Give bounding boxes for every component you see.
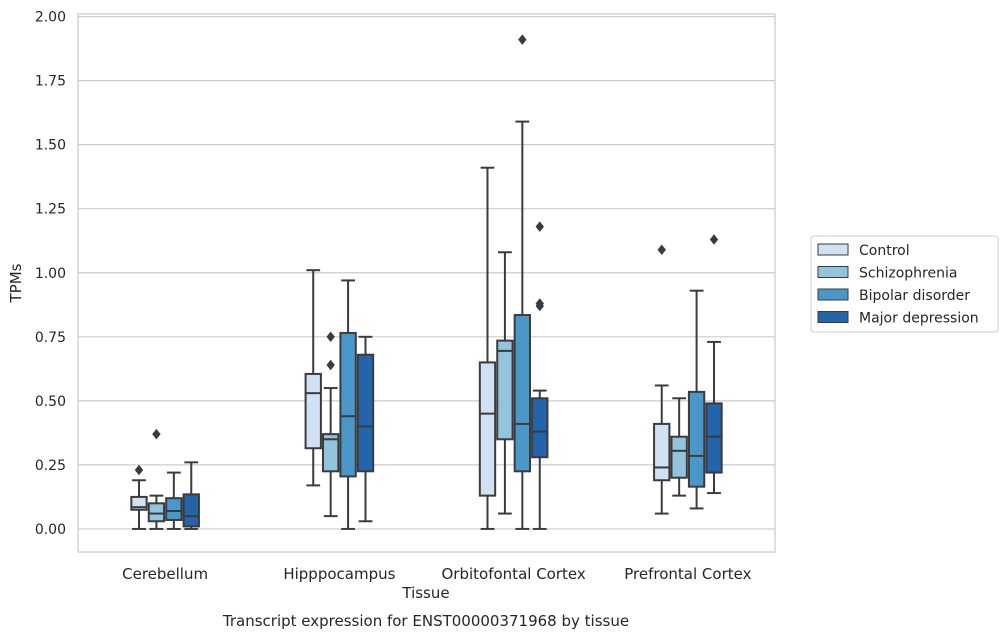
iqr-box [147, 502, 166, 523]
iqr-box [496, 339, 514, 441]
legend-label: Bipolar disorder [859, 288, 970, 304]
legend-swatch [817, 288, 849, 301]
y-gridlines [78, 15, 775, 530]
box-2-2 [513, 34, 532, 530]
outlier-point [535, 298, 544, 309]
box-0-2 [165, 471, 183, 530]
x-tick-label: Orbitofontal Cortex [442, 565, 586, 583]
legend-label: Schizophrenia [859, 266, 957, 282]
y-axis-label: TPMs [7, 263, 25, 303]
iqr-box [478, 361, 497, 497]
outlier-point [326, 331, 335, 343]
legend-frame [810, 235, 999, 333]
box-0-0 [130, 464, 148, 530]
box-0-1 [147, 428, 166, 530]
legend: Control Schizophrenia Bipolar disorder Majo… [810, 235, 999, 333]
iqr-box [165, 497, 183, 521]
iqr-box [670, 435, 688, 479]
outlier-point [709, 234, 719, 245]
box-3-2 [687, 289, 706, 510]
outlier-point [657, 244, 666, 255]
box-2-0 [478, 166, 497, 530]
plot-area-background [78, 14, 775, 552]
iqr-box [304, 372, 322, 450]
legend-label: Control [859, 243, 910, 259]
box-1-1 [321, 331, 340, 518]
iqr-box [705, 402, 723, 474]
y-tick-label: 0.75 [35, 330, 66, 346]
iqr-box [513, 314, 532, 473]
y-tick-label: 1.75 [35, 74, 66, 90]
outlier-point [134, 464, 144, 476]
outlier-point [535, 221, 544, 232]
box-3-1 [670, 397, 688, 497]
legend-swatch [817, 243, 849, 256]
box-1-2 [339, 279, 357, 530]
box-1-3 [356, 335, 375, 523]
x-tick-label: Cerebellum [122, 565, 208, 583]
x-tick-labels: Cerebellum Hipppocampus Orbitofontal Corte… [122, 565, 751, 583]
iqr-box [321, 433, 340, 473]
outlier-point [518, 34, 527, 45]
box-0-3 [182, 461, 200, 530]
x-axis-label: Tissue [401, 584, 449, 602]
box-groups [130, 34, 723, 530]
y-tick-labels: 0.00 0.25 0.50 0.75 1.00 1.25 1.50 1.75 2.00 [35, 10, 66, 538]
iqr-box [653, 422, 671, 482]
y-tick-label: 1.25 [35, 202, 66, 218]
legend-label: Major depression [859, 311, 979, 327]
iqr-box [356, 353, 375, 473]
outlier-point [152, 428, 161, 440]
y-tick-label: 0.00 [35, 522, 66, 538]
iqr-box [687, 390, 706, 488]
y-tick-label: 1.50 [35, 138, 66, 154]
y-tick-label: 2.00 [35, 10, 66, 26]
iqr-box [182, 493, 200, 528]
box-2-1 [496, 251, 514, 515]
plot-area-frame [77, 13, 776, 553]
box-3-0 [653, 244, 671, 515]
x-tick-label: Prefrontal Cortex [624, 565, 751, 583]
x-tick-label: Hipppocampus [283, 565, 395, 583]
legend-swatch [817, 266, 849, 278]
outlier-point [326, 359, 335, 371]
y-tick-label: 0.50 [35, 394, 66, 410]
box-1-0 [304, 269, 322, 487]
legend-swatch [817, 311, 849, 323]
y-tick-label: 1.00 [35, 266, 66, 282]
iqr-box [531, 397, 549, 459]
y-tick-label: 0.25 [35, 458, 66, 474]
box-2-3 [531, 221, 549, 530]
iqr-box [339, 331, 357, 478]
box-3-3 [705, 234, 723, 495]
chart-caption: Transcript expression for ENST0000037196… [222, 612, 629, 630]
